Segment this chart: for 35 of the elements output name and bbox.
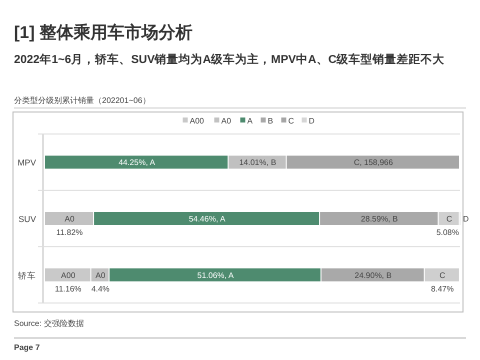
bar [320,212,438,225]
source-note: Source: 交强险数据 [14,319,84,328]
text: 分类型分级别累计销量（202201~06） [14,96,150,105]
data-label: A0 4.4% [91,270,110,294]
bar [438,212,459,225]
data-label: 28.59%, B [360,214,398,224]
chart-title: [1] 整体乘用车市场分析 [14,23,192,42]
legend-label: A00 [190,116,205,126]
y-tick-label: 轿车 [18,270,36,280]
bar [286,156,459,169]
legend-label: A [247,116,254,126]
data-label: C 5.08% [436,214,459,237]
data-label: A0 11.82% [56,214,83,237]
bar [94,212,320,225]
text: Page 7 [14,343,40,352]
data-label: D [463,214,469,224]
data-label: 54.46%, A [188,214,226,224]
data-label: 14.01%, B [239,158,276,168]
bar [110,268,320,282]
bar [424,268,459,282]
legend-label: B [268,116,274,126]
legend-label: A0 [221,116,232,126]
annotation: C, 158,966 [354,158,394,168]
data-label: 24.90%, B [354,270,392,280]
bar [45,156,228,169]
y-tick-label: MPV [18,158,36,168]
data-label: C 8.47% [431,270,454,294]
chart-subtitle: 2022年1~6月，轿车、SUV销量均为A级车为主，MPV中A、C级车型销量差距不大 [14,52,446,66]
y-tick-label: SUV [18,214,36,224]
legend-label: D [308,116,315,126]
legend-label: C [288,116,294,126]
data-label: 51.06%, A [197,270,234,280]
data-label: A00 11.16% [54,270,82,294]
bar [321,268,424,282]
data-label: 44.25%, A [118,158,156,168]
